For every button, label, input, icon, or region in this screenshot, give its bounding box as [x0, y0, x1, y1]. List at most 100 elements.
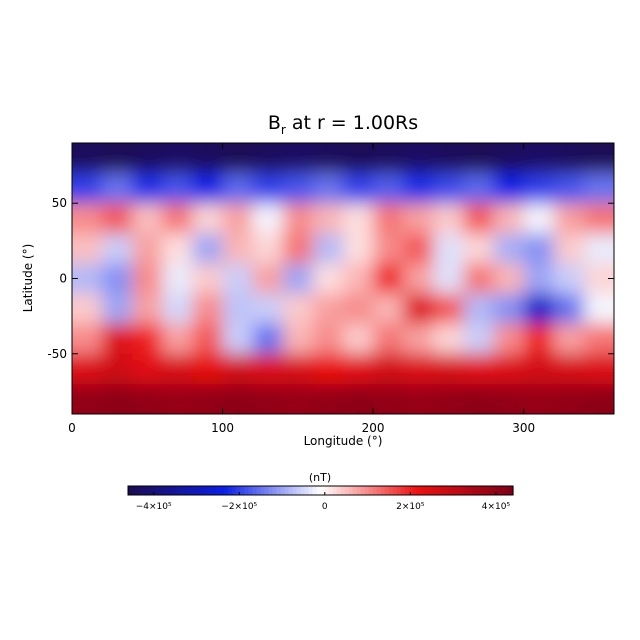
heatmap-cell [162, 293, 193, 325]
heatmap-cell [282, 323, 314, 355]
y-axis-label: Latitude (°) [21, 244, 35, 313]
colorbar-step [480, 486, 486, 495]
heatmap-cell [252, 263, 284, 295]
heatmap-cell [373, 203, 404, 234]
colorbar-step [268, 486, 273, 495]
heatmap-cell [343, 293, 374, 325]
colorbar-step [344, 486, 350, 495]
heatmap-cell [132, 353, 163, 385]
heatmap-cell [463, 383, 495, 414]
colorbar-step [284, 486, 290, 495]
heatmap-cell [282, 353, 314, 385]
heatmap-cell [102, 323, 133, 355]
heatmap-cell [312, 323, 344, 355]
heatmap-cell [312, 173, 344, 204]
heatmap-cell [403, 263, 434, 295]
colorbar-step [216, 486, 221, 495]
colorbar-step [332, 486, 338, 495]
heatmap-cell [403, 233, 434, 264]
colorbar-step [464, 486, 470, 495]
heatmap-cell [102, 143, 133, 174]
heatmap-cell [192, 263, 224, 295]
colorbar-step [280, 486, 286, 495]
colorbar-step [140, 486, 145, 495]
colorbar-step [460, 486, 466, 495]
heatmap-cell [403, 353, 434, 385]
heatmap-cell [312, 143, 344, 174]
colorbar-step [184, 486, 189, 495]
colorbar-step [424, 486, 430, 495]
heatmap-cell [192, 143, 224, 174]
heatmap-cell [463, 203, 495, 234]
heatmap-cell [523, 203, 555, 234]
x-tick-label: 200 [362, 421, 385, 435]
heatmap-cell [433, 293, 464, 325]
heatmap-cell [343, 323, 374, 355]
colorbar-step [196, 486, 201, 495]
x-tick-label: 0 [68, 421, 76, 435]
heatmap-cell [463, 323, 495, 355]
colorbar-step [436, 486, 442, 495]
heatmap-cell [72, 293, 103, 325]
heatmap-cell [192, 203, 224, 234]
heatmap-cell [102, 173, 133, 204]
heatmap-cell [312, 263, 344, 295]
heatmap-cell [222, 203, 254, 234]
heatmap-cell [373, 323, 404, 355]
colorbar-step [336, 486, 342, 495]
colorbar-step [404, 486, 410, 495]
colorbar-step [236, 486, 241, 495]
heatmap-cell [433, 233, 464, 264]
colorbar-step [260, 486, 265, 495]
heatmap-cell [162, 203, 193, 234]
x-axis-label: Longitude (°) [304, 434, 383, 448]
heatmap-cell [553, 293, 585, 325]
heatmap-cell [312, 233, 344, 264]
colorbar-step [504, 486, 510, 495]
colorbar-tick-label: 0 [322, 502, 328, 512]
colorbar-step [208, 486, 213, 495]
heatmap-cell [102, 293, 133, 325]
heatmap-cell [102, 263, 133, 295]
heatmap-cell [553, 263, 585, 295]
colorbar-frame [127, 485, 514, 496]
heatmap-cell [553, 383, 585, 414]
heatmap-cell [72, 203, 103, 234]
colorbar-step [160, 486, 165, 495]
colorbar-step [352, 486, 358, 495]
colorbar-step [388, 486, 394, 495]
heatmap-cell [583, 143, 614, 174]
heatmap-cell [403, 173, 434, 204]
heatmap-cell [463, 233, 495, 264]
heatmap-cell [523, 383, 555, 414]
heatmap-cell [252, 323, 284, 355]
x-tick-label: 100 [211, 421, 234, 435]
heatmap-cell [132, 263, 163, 295]
heatmap-cell [222, 323, 254, 355]
colorbar-step [408, 486, 414, 495]
heatmap-cell [583, 293, 614, 325]
heatmap-cell [222, 353, 254, 385]
heatmap-cell [523, 323, 555, 355]
heatmap-cells [72, 143, 614, 414]
heatmap-cell [343, 263, 374, 295]
colorbar-step [508, 486, 514, 495]
heatmap-cell [553, 353, 585, 385]
colorbar-step [292, 486, 298, 495]
heatmap-cell [583, 323, 614, 355]
heatmap-cell [493, 203, 525, 234]
heatmap-cell [493, 263, 525, 295]
heatmap-cell [72, 143, 103, 174]
colorbar-tick-label: 4×10⁵ [482, 502, 511, 512]
heatmap-cell [282, 173, 314, 204]
heatmap-cell [433, 323, 464, 355]
colorbar-step [468, 486, 474, 495]
heatmap-cell [162, 353, 193, 385]
colorbar-step [224, 486, 229, 495]
heatmap-cell [192, 323, 224, 355]
colorbar-step [392, 486, 398, 495]
heatmap-cell [252, 173, 284, 204]
heatmap-cell [493, 173, 525, 204]
colorbar [128, 486, 514, 495]
